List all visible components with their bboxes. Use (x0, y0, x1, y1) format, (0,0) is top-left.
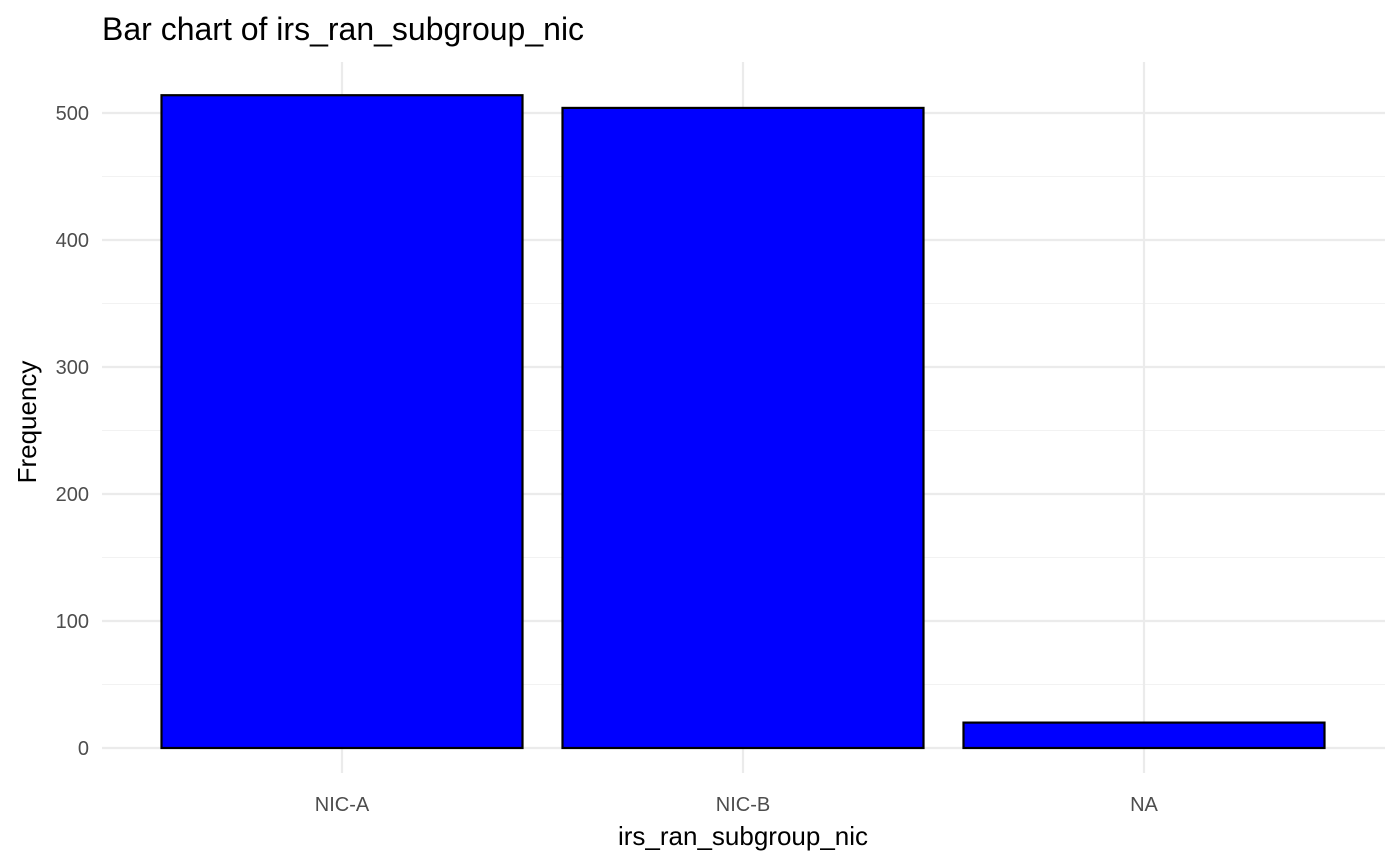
y-tick-label: 400 (56, 230, 89, 252)
x-tick-label: NIC-A (315, 794, 370, 816)
bar-nic-a (160, 94, 524, 750)
x-axis-ticks: NIC-A NIC-B NA (315, 794, 1159, 816)
chart-title: Bar chart of irs_ran_subgroup_nic (102, 11, 584, 47)
x-tick-label: NIC-B (716, 794, 770, 816)
y-tick-label: 500 (56, 103, 89, 125)
y-tick-label: 300 (56, 357, 89, 379)
y-tick-label: 100 (56, 611, 89, 633)
y-tick-label: 0 (78, 738, 89, 760)
bar-nic-b (561, 106, 925, 750)
y-tick-label: 200 (56, 484, 89, 506)
x-tick-label: NA (1130, 794, 1158, 816)
bar-na (962, 721, 1326, 750)
bars (160, 94, 1326, 750)
y-axis-ticks: 0 100 200 300 400 500 (56, 103, 89, 760)
x-axis-title: irs_ran_subgroup_nic (618, 821, 868, 851)
y-axis-title: Frequency (12, 361, 42, 484)
